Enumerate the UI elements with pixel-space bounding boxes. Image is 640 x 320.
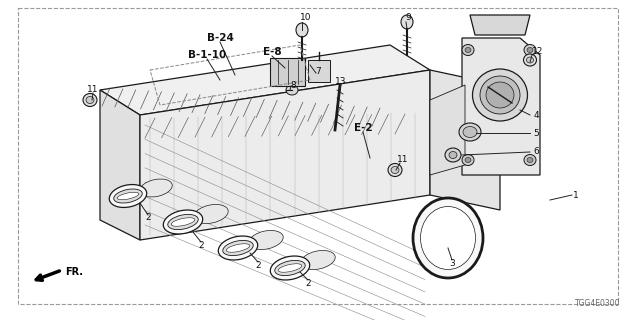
Bar — [270, 58, 305, 86]
Ellipse shape — [401, 15, 413, 29]
Ellipse shape — [524, 155, 536, 165]
Ellipse shape — [275, 260, 305, 276]
Ellipse shape — [83, 93, 97, 107]
Text: 11: 11 — [87, 85, 99, 94]
Text: 10: 10 — [300, 13, 312, 22]
Ellipse shape — [278, 264, 302, 272]
Ellipse shape — [462, 155, 474, 165]
Ellipse shape — [459, 123, 481, 141]
Ellipse shape — [462, 44, 474, 55]
Polygon shape — [462, 38, 540, 175]
Text: B-24: B-24 — [207, 33, 234, 43]
Ellipse shape — [480, 76, 520, 114]
Ellipse shape — [296, 23, 308, 37]
Ellipse shape — [486, 82, 514, 108]
Ellipse shape — [301, 251, 335, 269]
Text: 12: 12 — [532, 47, 544, 57]
Polygon shape — [470, 15, 530, 35]
Ellipse shape — [465, 47, 471, 52]
Text: E-2: E-2 — [354, 123, 372, 133]
Polygon shape — [140, 70, 430, 240]
Ellipse shape — [527, 57, 534, 63]
Ellipse shape — [218, 236, 258, 260]
Ellipse shape — [524, 44, 536, 55]
Ellipse shape — [445, 148, 461, 162]
Text: 8: 8 — [290, 81, 296, 90]
Ellipse shape — [249, 230, 284, 250]
Text: 1: 1 — [573, 190, 579, 199]
Text: 2: 2 — [305, 278, 311, 287]
Ellipse shape — [413, 198, 483, 278]
Ellipse shape — [86, 97, 94, 103]
Text: 7: 7 — [315, 68, 321, 76]
Ellipse shape — [172, 218, 195, 226]
Text: 3: 3 — [449, 259, 455, 268]
Ellipse shape — [463, 126, 477, 138]
Ellipse shape — [465, 157, 471, 163]
Text: E-8: E-8 — [262, 47, 282, 57]
Text: 2: 2 — [145, 213, 151, 222]
Ellipse shape — [140, 179, 172, 197]
Ellipse shape — [194, 204, 228, 224]
Ellipse shape — [391, 166, 399, 173]
Text: B-1-10: B-1-10 — [188, 50, 226, 60]
Text: 5: 5 — [533, 129, 539, 138]
Ellipse shape — [117, 192, 139, 200]
Polygon shape — [100, 45, 430, 115]
Ellipse shape — [420, 206, 476, 269]
Ellipse shape — [472, 69, 527, 121]
Ellipse shape — [163, 210, 203, 234]
Text: TGG4E0300: TGG4E0300 — [575, 299, 620, 308]
Text: FR.: FR. — [65, 267, 83, 277]
Polygon shape — [100, 90, 140, 240]
Polygon shape — [308, 60, 330, 82]
Ellipse shape — [524, 54, 536, 66]
Text: 2: 2 — [198, 241, 204, 250]
Ellipse shape — [168, 214, 198, 229]
Ellipse shape — [527, 157, 533, 163]
Text: 11: 11 — [397, 156, 409, 164]
Polygon shape — [430, 85, 465, 175]
Text: 13: 13 — [335, 77, 347, 86]
Ellipse shape — [223, 240, 253, 256]
Ellipse shape — [527, 47, 533, 52]
Ellipse shape — [226, 244, 250, 252]
Text: 4: 4 — [533, 110, 539, 119]
Polygon shape — [430, 70, 500, 210]
Text: 9: 9 — [405, 13, 411, 22]
Ellipse shape — [270, 256, 310, 280]
Ellipse shape — [449, 151, 457, 158]
Ellipse shape — [286, 85, 298, 95]
Ellipse shape — [109, 185, 147, 207]
Ellipse shape — [388, 164, 402, 177]
Text: 6: 6 — [533, 148, 539, 156]
Ellipse shape — [114, 189, 142, 203]
Text: 2: 2 — [255, 260, 261, 269]
